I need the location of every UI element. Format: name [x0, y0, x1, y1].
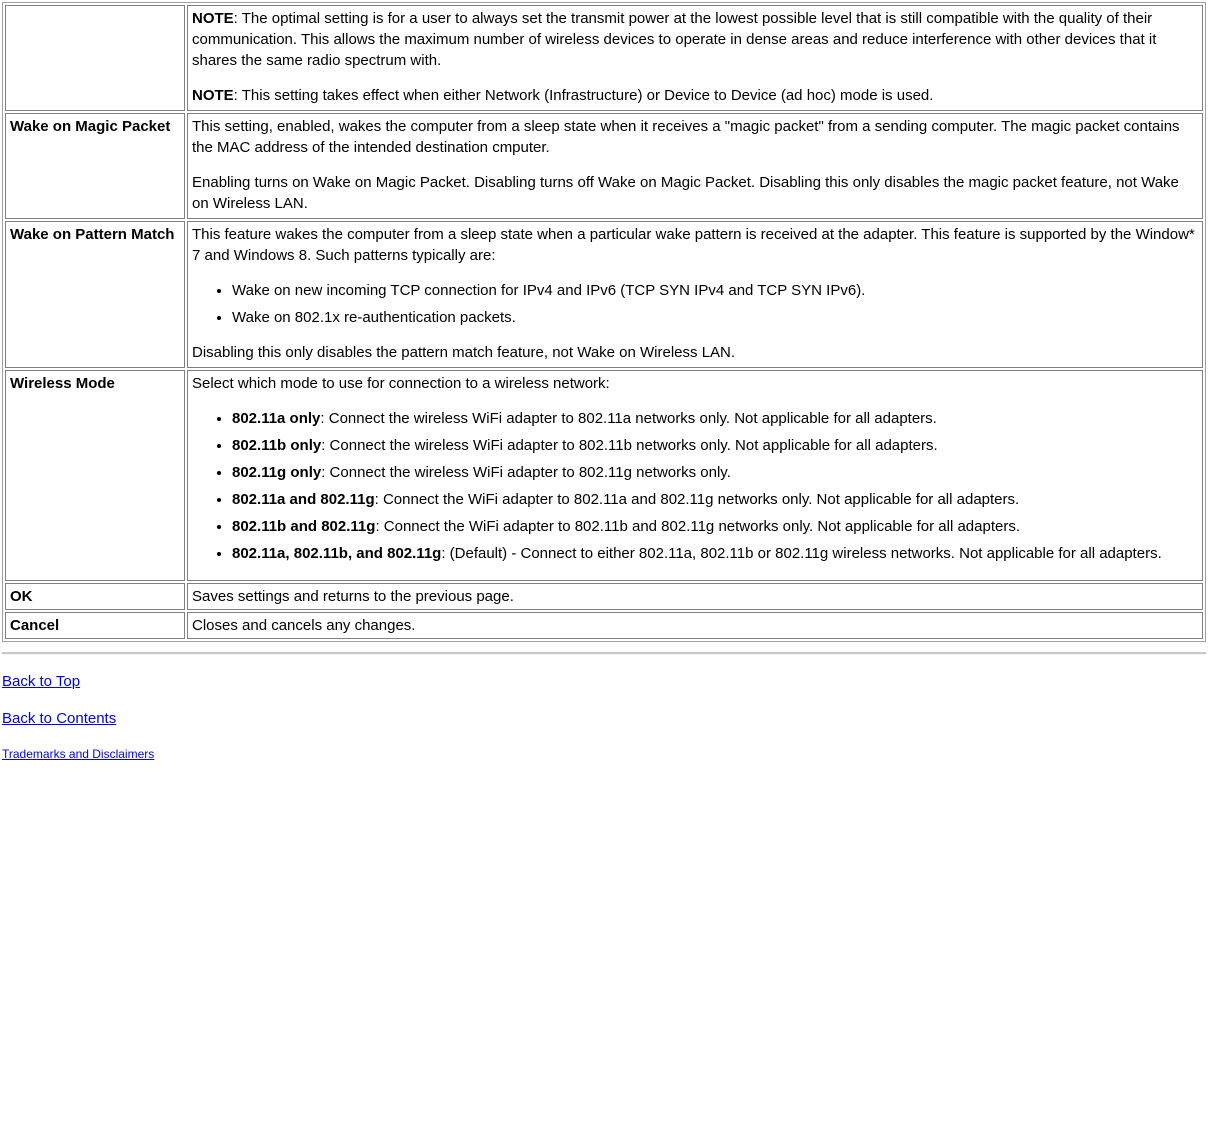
list-item: Wake on 802.1x re-authentication packets…	[232, 307, 1198, 328]
mode-list: 802.11a only: Connect the wireless WiFi …	[192, 408, 1198, 564]
note-text: : This setting takes effect when either …	[234, 87, 934, 104]
table-row: Wireless Mode Select which mode to use f…	[5, 370, 1203, 581]
mode-text: : (Default) - Connect to either 802.11a,…	[441, 545, 1161, 562]
mode-text: : Connect the WiFi adapter to 802.11b an…	[375, 518, 1020, 535]
mode-title: 802.11a only	[232, 410, 320, 427]
separator-rule	[2, 652, 1206, 655]
desc-paragraph: This feature wakes the computer from a s…	[192, 224, 1198, 266]
row-label-cancel: Cancel	[5, 612, 185, 639]
table-row: OK Saves settings and returns to the pre…	[5, 583, 1203, 610]
note-label: NOTE	[192, 10, 234, 27]
list-item: 802.11a only: Connect the wireless WiFi …	[232, 408, 1198, 429]
list-item: 802.11a, 802.11b, and 802.11g: (Default)…	[232, 543, 1198, 564]
row-label-wireless-mode: Wireless Mode	[5, 370, 185, 581]
settings-table-wrapper: NOTE: The optimal setting is for a user …	[2, 2, 1206, 642]
note-paragraph: NOTE: This setting takes effect when eit…	[192, 85, 1198, 106]
note-text: : The optimal setting is for a user to a…	[192, 10, 1156, 69]
row-desc-transmit-power: NOTE: The optimal setting is for a user …	[187, 5, 1203, 111]
mode-title: 802.11b only	[232, 437, 321, 454]
row-desc-ok: Saves settings and returns to the previo…	[187, 583, 1203, 610]
row-label-ok: OK	[5, 583, 185, 610]
desc-paragraph: This setting, enabled, wakes the compute…	[192, 116, 1198, 158]
mode-title: 802.11a, 802.11b, and 802.11g	[232, 545, 441, 562]
mode-text: : Connect the wireless WiFi adapter to 8…	[320, 410, 936, 427]
list-item: Wake on new incoming TCP connection for …	[232, 280, 1198, 301]
list-item: 802.11b and 802.11g: Connect the WiFi ad…	[232, 516, 1198, 537]
table-row: NOTE: The optimal setting is for a user …	[5, 5, 1203, 111]
row-label-wake-pattern: Wake on Pattern Match	[5, 221, 185, 368]
desc-paragraph: Enabling turns on Wake on Magic Packet. …	[192, 172, 1198, 214]
row-label-wake-magic: Wake on Magic Packet	[5, 113, 185, 219]
note-label: NOTE	[192, 87, 234, 104]
mode-title: 802.11a and 802.11g	[232, 491, 375, 508]
desc-paragraph: Select which mode to use for connection …	[192, 373, 1198, 394]
settings-table: NOTE: The optimal setting is for a user …	[3, 3, 1205, 641]
row-desc-wireless-mode: Select which mode to use for connection …	[187, 370, 1203, 581]
mode-title: 802.11b and 802.11g	[232, 518, 375, 535]
back-to-top-link[interactable]: Back to Top	[2, 671, 80, 692]
list-item: 802.11g only: Connect the wireless WiFi …	[232, 462, 1198, 483]
row-desc-wake-pattern: This feature wakes the computer from a s…	[187, 221, 1203, 368]
footer-links: Back to Top Back to Contents Trademarks …	[0, 665, 1208, 771]
list-item: 802.11b only: Connect the wireless WiFi …	[232, 435, 1198, 456]
row-label-transmit-power	[5, 5, 185, 111]
note-paragraph: NOTE: The optimal setting is for a user …	[192, 8, 1198, 71]
trademarks-link[interactable]: Trademarks and Disclaimers	[2, 746, 154, 763]
mode-text: : Connect the WiFi adapter to 802.11a an…	[375, 491, 1020, 508]
row-desc-wake-magic: This setting, enabled, wakes the compute…	[187, 113, 1203, 219]
pattern-list: Wake on new incoming TCP connection for …	[192, 280, 1198, 328]
mode-text: : Connect the wireless WiFi adapter to 8…	[321, 437, 937, 454]
desc-paragraph: Disabling this only disables the pattern…	[192, 342, 1198, 363]
mode-title: 802.11g only	[232, 464, 321, 481]
list-item: 802.11a and 802.11g: Connect the WiFi ad…	[232, 489, 1198, 510]
back-to-contents-link[interactable]: Back to Contents	[2, 708, 116, 729]
table-row: Wake on Pattern Match This feature wakes…	[5, 221, 1203, 368]
table-row: Wake on Magic Packet This setting, enabl…	[5, 113, 1203, 219]
mode-text: : Connect the wireless WiFi adapter to 8…	[321, 464, 731, 481]
row-desc-cancel: Closes and cancels any changes.	[187, 612, 1203, 639]
table-row: Cancel Closes and cancels any changes.	[5, 612, 1203, 639]
